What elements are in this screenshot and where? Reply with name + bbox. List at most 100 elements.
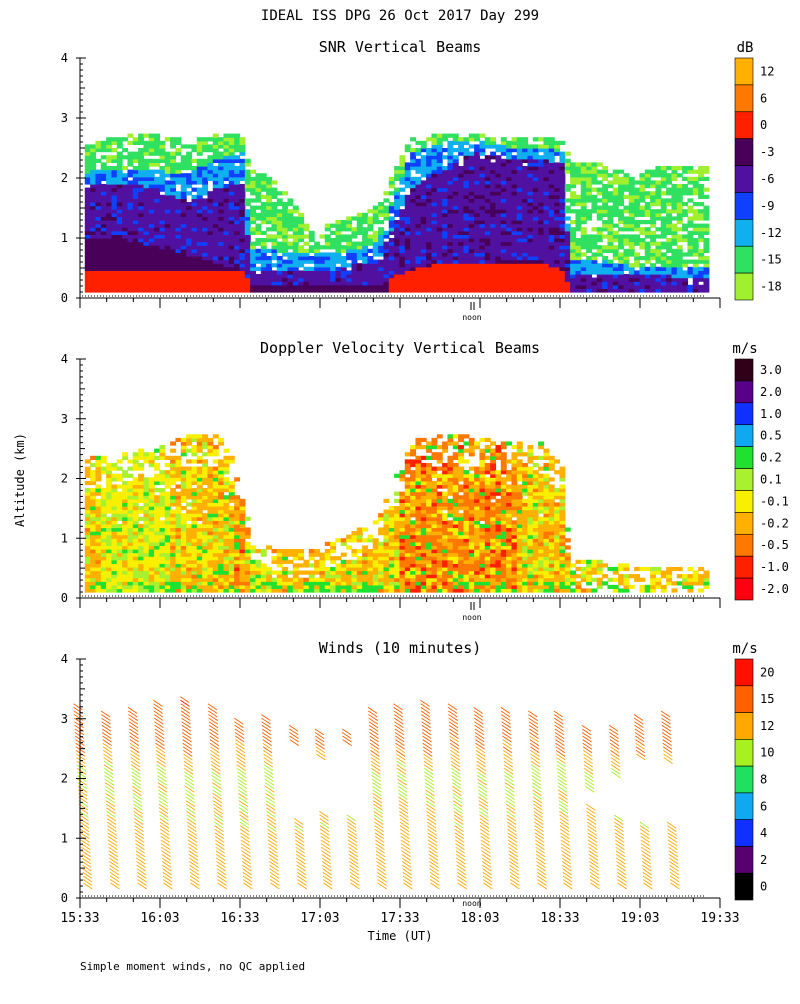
snr-cell bbox=[639, 242, 645, 246]
snr-cell bbox=[458, 234, 464, 238]
snr-cell bbox=[597, 274, 603, 278]
snr-cell bbox=[490, 152, 496, 156]
snr-cell bbox=[165, 202, 171, 206]
snr-cell bbox=[383, 274, 389, 278]
snr-cell bbox=[485, 263, 491, 267]
doppler-cell bbox=[85, 531, 91, 535]
snr-cell bbox=[458, 170, 464, 174]
doppler-cell bbox=[154, 531, 160, 535]
doppler-cell bbox=[106, 585, 112, 589]
snr-cell bbox=[426, 188, 432, 192]
doppler-cell bbox=[159, 477, 165, 481]
snr-cell bbox=[549, 198, 555, 202]
snr-cell bbox=[207, 260, 213, 264]
snr-cell bbox=[639, 288, 645, 292]
snr-cell bbox=[458, 242, 464, 246]
snr-cell bbox=[421, 206, 427, 210]
snr-cell bbox=[479, 184, 485, 188]
snr-cell bbox=[655, 245, 661, 249]
snr-cell bbox=[501, 216, 507, 220]
doppler-cell bbox=[186, 517, 192, 521]
doppler-cell bbox=[181, 585, 187, 589]
snr-cell bbox=[111, 238, 117, 242]
snr-cell bbox=[159, 281, 165, 285]
snr-cell bbox=[543, 263, 549, 267]
snr-cell bbox=[239, 288, 245, 292]
snr-cell bbox=[677, 191, 683, 195]
doppler-cell bbox=[223, 513, 229, 517]
snr-cell bbox=[522, 195, 528, 199]
doppler-cell bbox=[154, 449, 160, 453]
doppler-cell bbox=[186, 492, 192, 496]
snr-cell bbox=[586, 245, 592, 249]
snr-cell bbox=[650, 180, 656, 184]
snr-cell bbox=[607, 278, 613, 282]
snr-cell bbox=[527, 278, 533, 282]
snr-cell bbox=[501, 281, 507, 285]
snr-cell bbox=[437, 206, 443, 210]
snr-cell bbox=[165, 227, 171, 231]
snr-cell bbox=[234, 227, 240, 231]
snr-cell bbox=[650, 238, 656, 242]
snr-cell bbox=[399, 231, 405, 235]
snr-cell bbox=[469, 206, 475, 210]
snr-cell bbox=[303, 270, 309, 274]
snr-cell bbox=[362, 263, 368, 267]
snr-cell bbox=[533, 206, 539, 210]
snr-cell bbox=[650, 274, 656, 278]
snr-cell bbox=[405, 166, 411, 170]
snr-cell bbox=[597, 245, 603, 249]
doppler-cell bbox=[181, 452, 187, 456]
snr-cell bbox=[298, 224, 304, 228]
snr-cell bbox=[154, 252, 160, 256]
snr-cell bbox=[213, 220, 219, 224]
snr-cell bbox=[186, 166, 192, 170]
snr-cell bbox=[501, 288, 507, 292]
snr-cell bbox=[394, 170, 400, 174]
snr-cell bbox=[506, 188, 512, 192]
snr-cell bbox=[469, 278, 475, 282]
doppler-cell bbox=[170, 542, 176, 546]
snr-cell bbox=[469, 267, 475, 271]
snr-cell bbox=[698, 184, 704, 188]
snr-cell bbox=[405, 281, 411, 285]
snr-cell bbox=[666, 216, 672, 220]
snr-cell bbox=[373, 213, 379, 217]
snr-cell bbox=[495, 252, 501, 256]
doppler-cell bbox=[122, 542, 128, 546]
snr-cell bbox=[463, 242, 469, 246]
snr-cell bbox=[159, 285, 165, 289]
snr-cell bbox=[559, 245, 565, 249]
snr-cell bbox=[133, 137, 139, 141]
snr-cell bbox=[479, 148, 485, 152]
snr-cell bbox=[506, 198, 512, 202]
doppler-cell bbox=[202, 445, 208, 449]
colorbar-swatch bbox=[735, 139, 753, 166]
snr-cell bbox=[389, 209, 395, 213]
doppler-cell bbox=[127, 588, 133, 592]
doppler-cell bbox=[218, 556, 224, 560]
doppler-cell bbox=[207, 542, 213, 546]
snr-cell bbox=[277, 263, 283, 267]
doppler-cell bbox=[181, 531, 187, 535]
snr-cell bbox=[661, 184, 667, 188]
snr-cell bbox=[453, 213, 459, 217]
snr-cell bbox=[159, 188, 165, 192]
doppler-cell bbox=[117, 495, 123, 499]
snr-cell bbox=[165, 267, 171, 271]
snr-cell bbox=[117, 278, 123, 282]
snr-cell bbox=[197, 260, 203, 264]
snr-cell bbox=[650, 195, 656, 199]
snr-cell bbox=[634, 263, 640, 267]
snr-cell bbox=[90, 260, 96, 264]
snr-cell bbox=[95, 260, 101, 264]
snr-cell bbox=[319, 270, 325, 274]
snr-cell bbox=[143, 288, 149, 292]
doppler-cell bbox=[149, 556, 155, 560]
doppler-cell bbox=[202, 531, 208, 535]
doppler-cell bbox=[197, 581, 203, 585]
snr-cell bbox=[261, 216, 267, 220]
snr-cell bbox=[469, 234, 475, 238]
snr-cell bbox=[389, 274, 395, 278]
doppler-cell bbox=[154, 502, 160, 506]
